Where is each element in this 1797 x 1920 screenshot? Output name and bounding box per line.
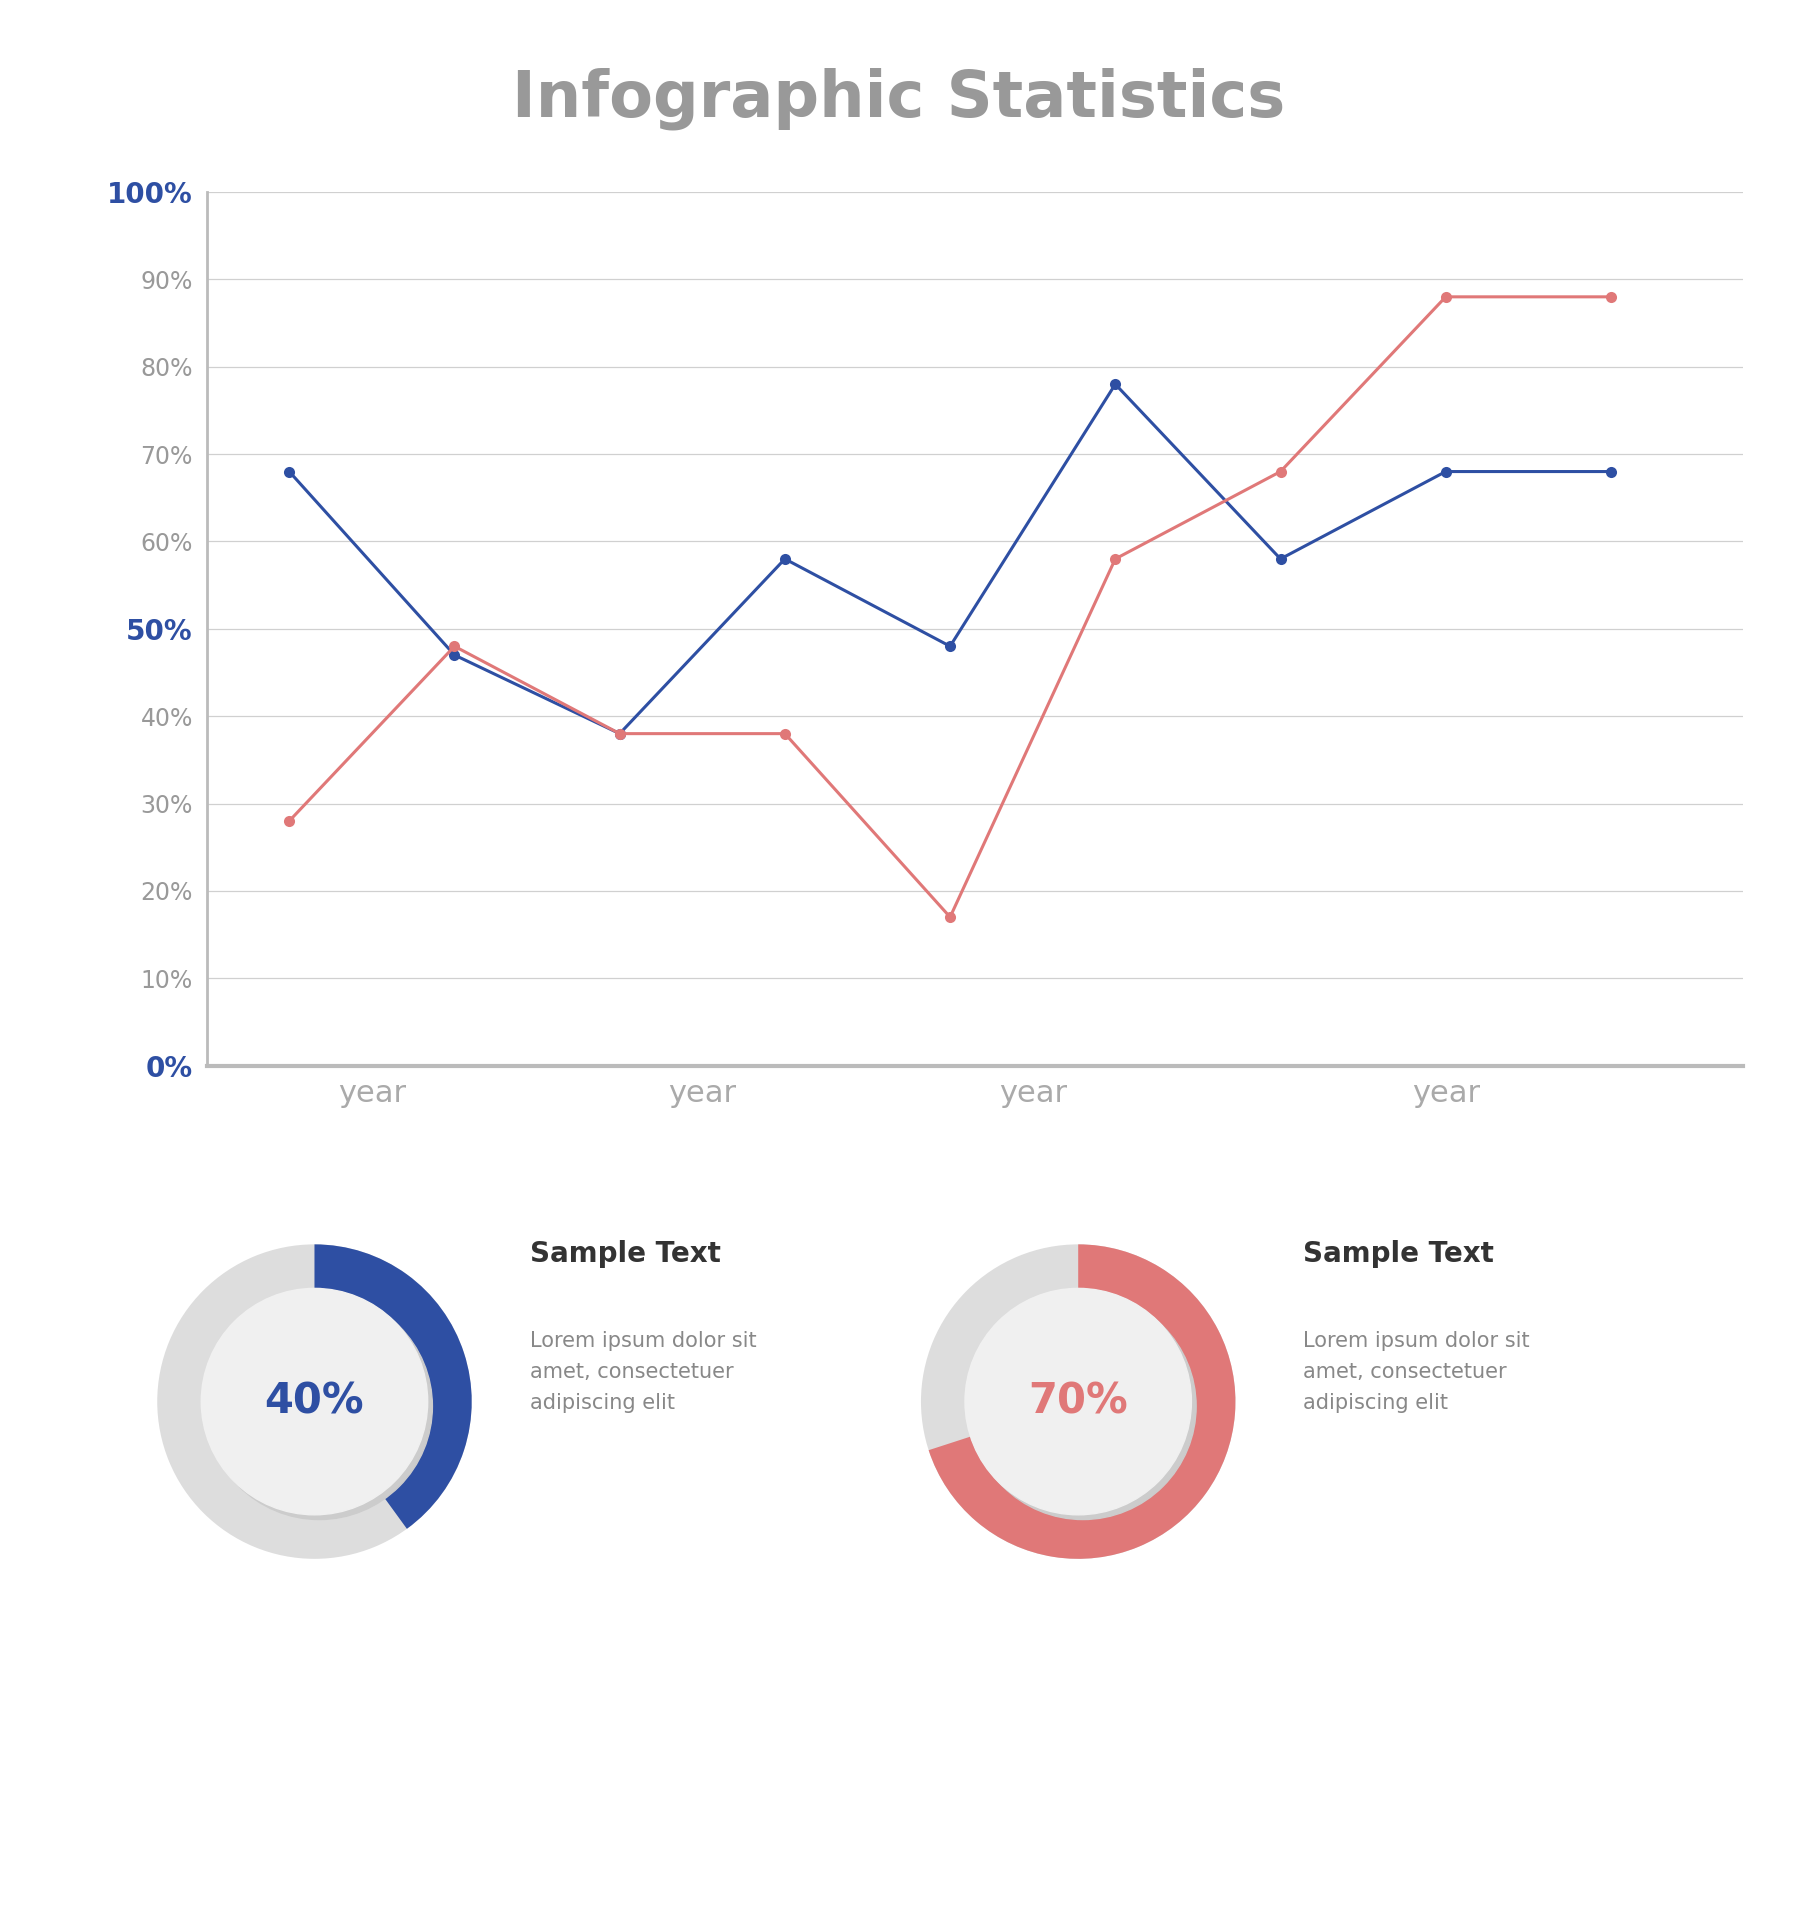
Circle shape xyxy=(207,1292,433,1519)
Circle shape xyxy=(965,1288,1191,1515)
Circle shape xyxy=(201,1288,428,1515)
Text: —  Design by All-free-download.com  —: — Design by All-free-download.com — xyxy=(568,1843,1229,1878)
Wedge shape xyxy=(929,1244,1235,1559)
Text: Infographic Statistics: Infographic Statistics xyxy=(512,67,1285,131)
Wedge shape xyxy=(158,1244,471,1559)
Wedge shape xyxy=(314,1244,471,1528)
Text: Lorem ipsum dolor sit
amet, consectetuer
adipiscing elit: Lorem ipsum dolor sit amet, consectetuer… xyxy=(1303,1331,1529,1413)
Text: 70%: 70% xyxy=(1028,1380,1129,1423)
Text: Sample Text: Sample Text xyxy=(530,1240,721,1269)
Circle shape xyxy=(970,1292,1197,1519)
Text: Lorem ipsum dolor sit
amet, consectetuer
adipiscing elit: Lorem ipsum dolor sit amet, consectetuer… xyxy=(530,1331,757,1413)
Wedge shape xyxy=(922,1244,1236,1559)
Text: 40%: 40% xyxy=(264,1380,365,1423)
Text: Sample Text: Sample Text xyxy=(1303,1240,1493,1269)
